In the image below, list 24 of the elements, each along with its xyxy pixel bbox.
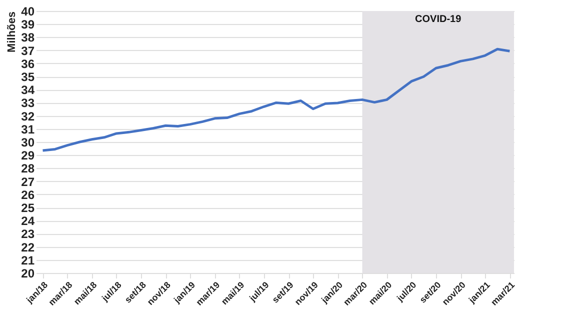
y-tick-label: 25 (21, 201, 35, 215)
y-tick-label: 27 (21, 174, 35, 189)
y-axis-title: Milhões (6, 12, 18, 52)
y-tick-label: 29 (21, 148, 35, 163)
y-tick-label: 21 (21, 253, 35, 268)
y-tick-label: 37 (21, 44, 35, 58)
y-tick-label: 34 (21, 83, 35, 98)
band-label: COVID-19 (415, 14, 462, 25)
y-tick-label: 22 (21, 240, 35, 254)
line-series (42, 48, 511, 152)
y-tick-label: 31 (21, 122, 35, 136)
y-tick-label: 33 (21, 96, 35, 110)
y-tick-label: 26 (21, 188, 35, 202)
y-tick-label: 23 (21, 227, 35, 242)
y-tick-label: 24 (21, 214, 35, 228)
y-tick-label: 38 (21, 30, 35, 45)
y-tick-label: 28 (21, 162, 35, 176)
y-tick-label: 20 (21, 266, 35, 280)
y-tick-label: 32 (21, 109, 35, 124)
y-tick-label: 30 (21, 136, 35, 150)
y-tick-label: 36 (21, 56, 35, 71)
y-tick-label: 40 (21, 4, 35, 18)
y-tick-label: 39 (21, 18, 35, 32)
y-tick-label: 35 (21, 70, 35, 84)
